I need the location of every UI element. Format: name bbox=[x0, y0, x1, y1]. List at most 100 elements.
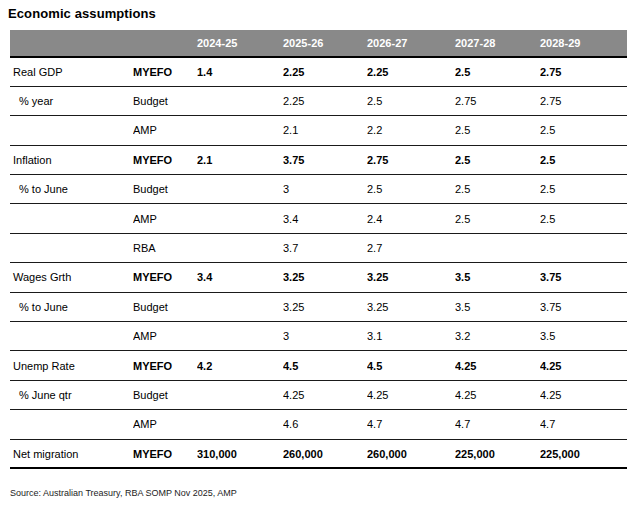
value-cell-2024-25 bbox=[197, 322, 283, 351]
value-cell-2028-29: 2.5 bbox=[540, 116, 627, 145]
value-cell-2027-28: 2.75 bbox=[455, 86, 540, 115]
economic-assumptions-panel: Economic assumptions 2024-25 2025-26 202… bbox=[0, 0, 637, 511]
table-row: RBA 3.7 2.7 bbox=[10, 233, 627, 262]
row-source-label: AMP bbox=[133, 322, 197, 351]
value-cell-2025-26: 2.1 bbox=[283, 116, 367, 145]
value-cell-2028-29: 225,000 bbox=[540, 439, 627, 468]
value-cell-2028-29: 4.7 bbox=[540, 410, 627, 439]
value-cell-2025-26: 4.5 bbox=[283, 351, 367, 380]
value-cell-2025-26: 4.25 bbox=[283, 380, 367, 409]
value-cell-2026-27: 3.25 bbox=[367, 263, 455, 292]
table-row: % June qtr Budget 4.25 4.25 4.25 4.25 bbox=[10, 380, 627, 409]
value-cell-2028-29: 4.25 bbox=[540, 351, 627, 380]
value-cell-2026-27: 2.2 bbox=[367, 116, 455, 145]
value-cell-2024-25 bbox=[197, 233, 283, 262]
value-cell-2025-26: 260,000 bbox=[283, 439, 367, 468]
table-header-row: 2024-25 2025-26 2026-27 2027-28 2028-29 bbox=[10, 30, 627, 57]
value-cell-2025-26: 3.4 bbox=[283, 204, 367, 233]
value-cell-2028-29: 2.75 bbox=[540, 57, 627, 86]
value-cell-2027-28: 2.5 bbox=[455, 145, 540, 174]
value-cell-2027-28 bbox=[455, 233, 540, 262]
row-indicator-label: % to June bbox=[10, 175, 133, 204]
value-cell-2028-29 bbox=[540, 233, 627, 262]
row-source-label: AMP bbox=[133, 204, 197, 233]
row-source-label: RBA bbox=[133, 233, 197, 262]
value-cell-2025-26: 4.6 bbox=[283, 410, 367, 439]
row-source-label: MYEFO bbox=[133, 263, 197, 292]
table-row: % year Budget 2.25 2.5 2.75 2.75 bbox=[10, 86, 627, 115]
value-cell-2027-28: 4.7 bbox=[455, 410, 540, 439]
table-row: Net migration MYEFO 310,000 260,000 260,… bbox=[10, 439, 627, 468]
value-cell-2024-25 bbox=[197, 380, 283, 409]
row-indicator-label: % June qtr bbox=[10, 380, 133, 409]
row-indicator-label: % year bbox=[10, 86, 133, 115]
value-cell-2027-28: 2.5 bbox=[455, 175, 540, 204]
value-cell-2027-28: 3.5 bbox=[455, 292, 540, 321]
row-source-label: MYEFO bbox=[133, 439, 197, 468]
value-cell-2027-28: 4.25 bbox=[455, 380, 540, 409]
table-row: % to June Budget 3.25 3.25 3.5 3.75 bbox=[10, 292, 627, 321]
value-cell-2024-25 bbox=[197, 116, 283, 145]
value-cell-2026-27: 2.5 bbox=[367, 175, 455, 204]
row-source-label: MYEFO bbox=[133, 57, 197, 86]
table-body: Real GDP MYEFO 1.4 2.25 2.25 2.5 2.75 % … bbox=[10, 57, 627, 468]
table-row: Unemp Rate MYEFO 4.2 4.5 4.5 4.25 4.25 bbox=[10, 351, 627, 380]
value-cell-2024-25: 2.1 bbox=[197, 145, 283, 174]
row-source-label: Budget bbox=[133, 380, 197, 409]
header-indicator-cell bbox=[10, 30, 133, 57]
value-cell-2024-25 bbox=[197, 86, 283, 115]
value-cell-2026-27: 2.4 bbox=[367, 204, 455, 233]
value-cell-2028-29: 4.25 bbox=[540, 380, 627, 409]
table-row: AMP 4.6 4.7 4.7 4.7 bbox=[10, 410, 627, 439]
value-cell-2025-26: 3.25 bbox=[283, 292, 367, 321]
value-cell-2028-29: 3.75 bbox=[540, 263, 627, 292]
row-source-label: MYEFO bbox=[133, 351, 197, 380]
value-cell-2024-25: 4.2 bbox=[197, 351, 283, 380]
economic-assumptions-table: 2024-25 2025-26 2026-27 2027-28 2028-29 … bbox=[10, 30, 627, 469]
header-year-2026-27: 2026-27 bbox=[367, 30, 455, 57]
table-row: Inflation MYEFO 2.1 3.75 2.75 2.5 2.5 bbox=[10, 145, 627, 174]
value-cell-2027-28: 3.2 bbox=[455, 322, 540, 351]
row-source-label: Budget bbox=[133, 292, 197, 321]
value-cell-2027-28: 3.5 bbox=[455, 263, 540, 292]
row-indicator-label: Unemp Rate bbox=[10, 351, 133, 380]
source-note: Source: Australian Treasury, RBA SOMP No… bbox=[10, 488, 237, 498]
row-source-label: AMP bbox=[133, 116, 197, 145]
value-cell-2025-26: 3 bbox=[283, 322, 367, 351]
value-cell-2028-29: 2.5 bbox=[540, 145, 627, 174]
row-indicator-label: Net migration bbox=[10, 439, 133, 468]
value-cell-2028-29: 3.5 bbox=[540, 322, 627, 351]
value-cell-2026-27: 4.7 bbox=[367, 410, 455, 439]
value-cell-2026-27: 4.5 bbox=[367, 351, 455, 380]
table-row: % to June Budget 3 2.5 2.5 2.5 bbox=[10, 175, 627, 204]
value-cell-2026-27: 4.25 bbox=[367, 380, 455, 409]
value-cell-2025-26: 2.25 bbox=[283, 57, 367, 86]
value-cell-2026-27: 2.5 bbox=[367, 86, 455, 115]
value-cell-2028-29: 2.5 bbox=[540, 175, 627, 204]
value-cell-2026-27: 260,000 bbox=[367, 439, 455, 468]
table-row: AMP 3.4 2.4 2.5 2.5 bbox=[10, 204, 627, 233]
row-source-label: Budget bbox=[133, 175, 197, 204]
row-indicator-label: Inflation bbox=[10, 145, 133, 174]
value-cell-2026-27: 2.25 bbox=[367, 57, 455, 86]
header-year-2027-28: 2027-28 bbox=[455, 30, 540, 57]
header-year-2028-29: 2028-29 bbox=[540, 30, 627, 57]
value-cell-2028-29: 2.75 bbox=[540, 86, 627, 115]
row-indicator-label bbox=[10, 410, 133, 439]
value-cell-2027-28: 2.5 bbox=[455, 204, 540, 233]
row-source-label: Budget bbox=[133, 86, 197, 115]
table-row: Real GDP MYEFO 1.4 2.25 2.25 2.5 2.75 bbox=[10, 57, 627, 86]
row-indicator-label bbox=[10, 204, 133, 233]
value-cell-2025-26: 2.25 bbox=[283, 86, 367, 115]
header-source-cell bbox=[133, 30, 197, 57]
row-indicator-label: Real GDP bbox=[10, 57, 133, 86]
value-cell-2028-29: 2.5 bbox=[540, 204, 627, 233]
value-cell-2026-27: 2.75 bbox=[367, 145, 455, 174]
value-cell-2026-27: 3.25 bbox=[367, 292, 455, 321]
row-indicator-label: % to June bbox=[10, 292, 133, 321]
value-cell-2025-26: 3.7 bbox=[283, 233, 367, 262]
value-cell-2024-25 bbox=[197, 204, 283, 233]
row-indicator-label bbox=[10, 116, 133, 145]
header-year-2024-25: 2024-25 bbox=[197, 30, 283, 57]
value-cell-2027-28: 2.5 bbox=[455, 116, 540, 145]
